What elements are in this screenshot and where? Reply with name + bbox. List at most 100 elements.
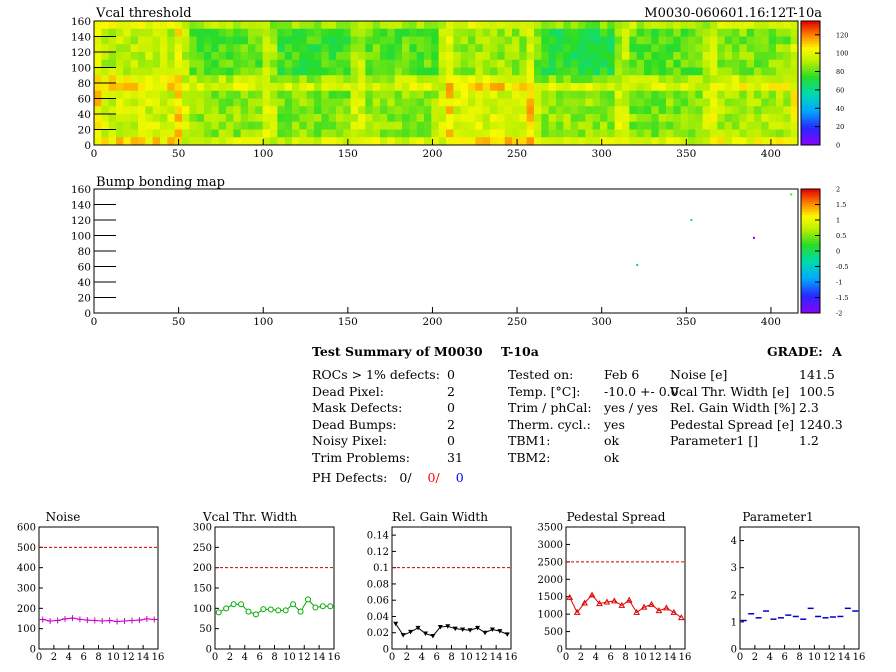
threshold-cell (724, 52, 733, 61)
threshold-cell (548, 44, 557, 53)
threshold-cell (416, 98, 425, 107)
threshold-cell (299, 67, 307, 76)
threshold-cell (350, 52, 359, 61)
threshold-cell (94, 28, 102, 37)
threshold-cell (431, 44, 439, 53)
threshold-cell (490, 21, 498, 30)
threshold-cell (101, 106, 109, 115)
threshold-cell (761, 83, 769, 92)
threshold-cell (600, 44, 608, 53)
threshold-cell (196, 75, 205, 84)
plot-xtick-label: 2 (51, 652, 57, 663)
threshold-cell (710, 21, 718, 30)
threshold-cell (365, 90, 373, 99)
threshold-cell (196, 90, 205, 99)
threshold-cell (490, 106, 498, 115)
threshold-colorbar-swatch (801, 130, 820, 133)
threshold-cell (196, 106, 205, 115)
threshold-cell (262, 129, 271, 138)
threshold-cell (666, 90, 674, 99)
bump-colorbar-tick-label: -1 (836, 279, 842, 287)
bump-colorbar-swatch (801, 308, 820, 311)
threshold-cell (607, 129, 615, 138)
threshold-cell (490, 52, 498, 61)
threshold-cell (277, 52, 285, 61)
threshold-cell (409, 75, 417, 84)
threshold-cell (189, 98, 197, 107)
threshold-cell (526, 106, 535, 115)
threshold-cell (702, 98, 711, 107)
conditions-label: TBM2: (508, 449, 551, 465)
threshold-cell (270, 36, 278, 45)
threshold-cell (108, 67, 117, 76)
threshold-cell (534, 98, 542, 107)
threshold-cell (644, 44, 652, 53)
threshold-cell (218, 52, 227, 61)
threshold-cell (438, 44, 447, 53)
threshold-cell (541, 52, 549, 61)
threshold-cell (534, 21, 542, 30)
threshold-cell (196, 44, 205, 53)
threshold-cell (321, 129, 329, 138)
threshold-cell (563, 59, 571, 68)
threshold-cell (783, 106, 791, 115)
threshold-cell (145, 21, 153, 30)
threshold-cell (482, 121, 491, 130)
threshold-xtick-label: 350 (676, 148, 696, 160)
threshold-cell (695, 137, 703, 146)
threshold-cell (453, 75, 461, 84)
bump-colorbar-swatch (801, 295, 820, 299)
threshold-cell (541, 137, 549, 146)
threshold-cell (607, 52, 615, 61)
threshold-cell (783, 98, 791, 107)
threshold-colorbar-swatch (801, 28, 820, 32)
threshold-colorbar-swatch (801, 73, 820, 76)
threshold-cell (277, 90, 285, 99)
threshold-cell (636, 67, 645, 76)
bump-colorbar-swatch (801, 231, 820, 235)
threshold-cell (475, 44, 483, 53)
threshold-cell (592, 137, 601, 146)
threshold-cell (387, 114, 395, 123)
threshold-cell (233, 121, 241, 130)
threshold-cell (299, 75, 307, 84)
threshold-cell (196, 21, 205, 30)
threshold-cell (680, 121, 689, 130)
threshold-heatmap: 0 50 100 150 200 250 300 350 4000204060801001201… (71, 16, 799, 160)
bump-colorbar-swatch (801, 263, 820, 267)
threshold-cell (578, 106, 586, 115)
threshold-cell (372, 98, 381, 107)
threshold-cell (248, 36, 256, 45)
threshold-cell (534, 44, 542, 53)
threshold-cell (600, 21, 608, 30)
threshold-colorbar-swatch (801, 115, 820, 119)
threshold-cell (416, 28, 425, 37)
threshold-cell (453, 59, 461, 68)
threshold-cell (174, 83, 183, 92)
data-point (39, 616, 46, 623)
threshold-cell (189, 75, 197, 84)
threshold-cell (475, 129, 483, 138)
plot-ytick-label: 200 (193, 563, 212, 574)
threshold-cell (629, 67, 637, 76)
threshold-colorbar-tick-label: 80 (836, 68, 844, 76)
threshold-cell (387, 21, 395, 30)
threshold-cell (101, 44, 109, 53)
threshold-cell (292, 114, 300, 123)
threshold-cell (732, 59, 740, 68)
threshold-cell (556, 52, 564, 61)
threshold-cell (541, 59, 549, 68)
plot-ytick-label: 2500 (538, 557, 563, 568)
threshold-cell (578, 75, 586, 84)
plot-xtick-label: 0 (737, 652, 743, 663)
threshold-cell (402, 114, 410, 123)
bump-colorbar-swatch (801, 221, 820, 225)
threshold-cell (306, 129, 315, 138)
threshold-cell (160, 106, 168, 115)
conditions-value: yes (604, 416, 625, 432)
threshold-cell (724, 67, 733, 76)
threshold-cell (651, 36, 659, 45)
threshold-cell (600, 137, 608, 146)
threshold-cell (343, 52, 351, 61)
threshold-cell (732, 129, 740, 138)
